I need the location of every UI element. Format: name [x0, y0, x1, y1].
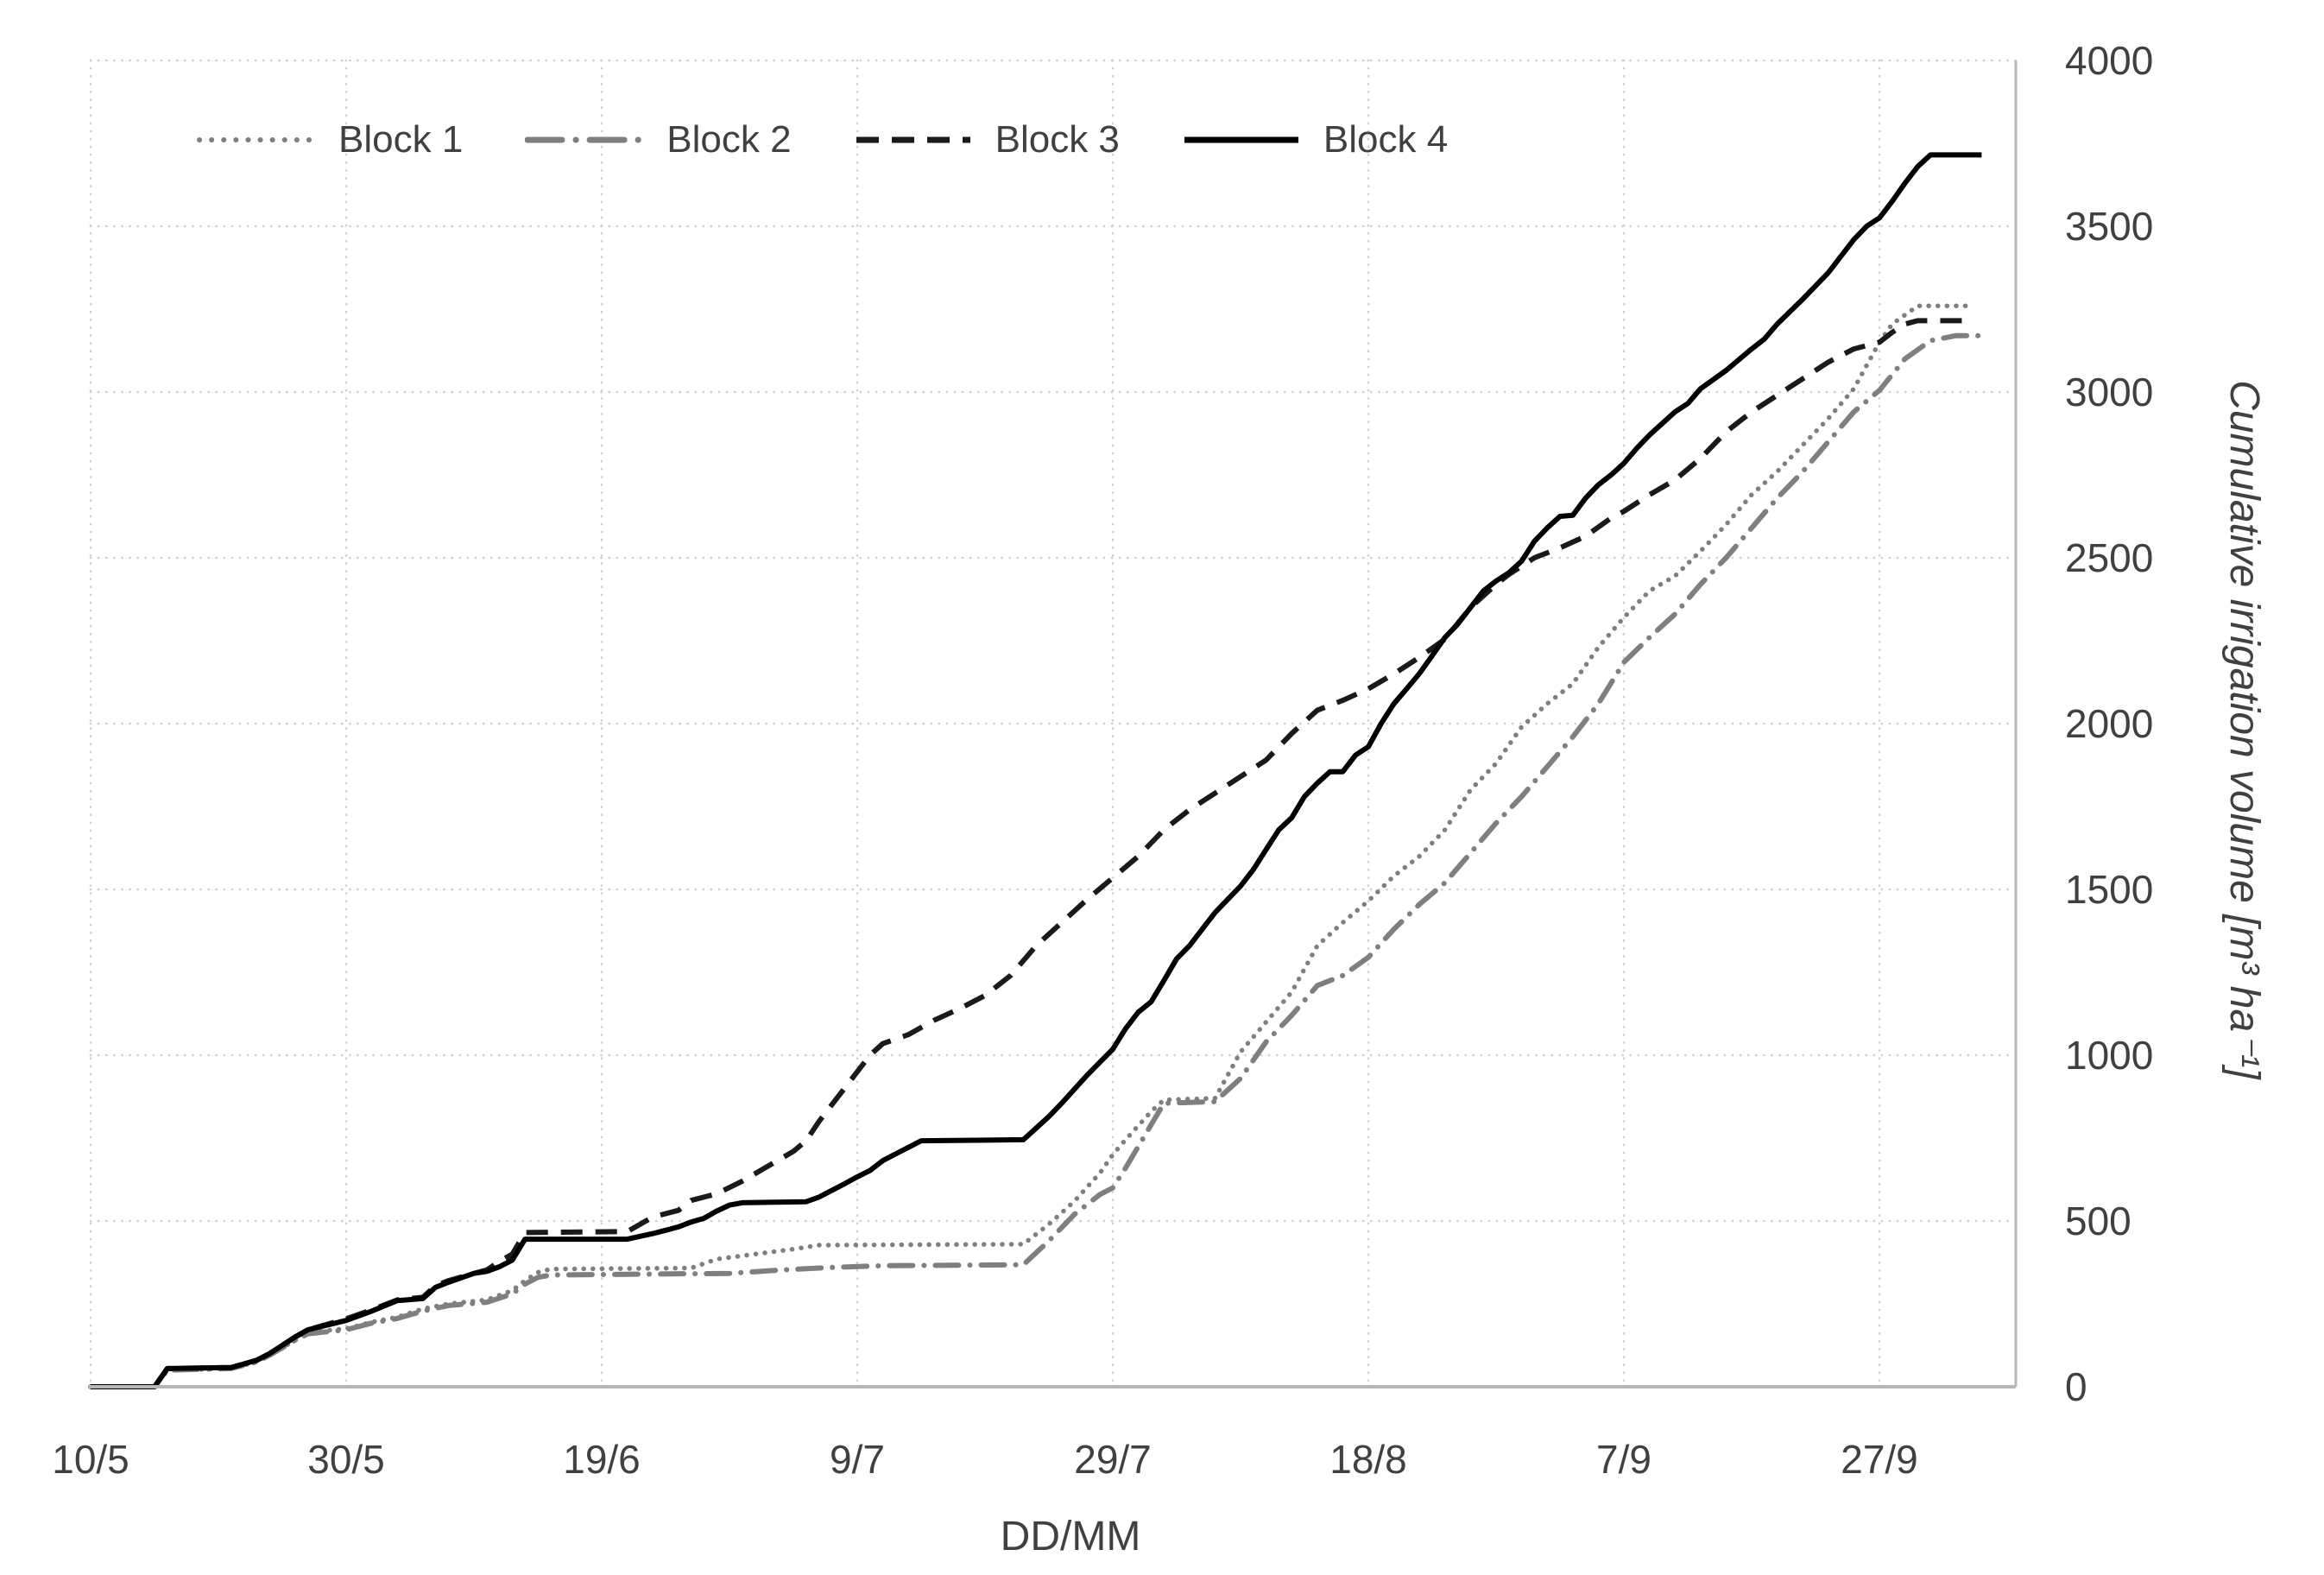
series-line-block-2 [88, 332, 1985, 1389]
x-tick-label: 18/8 [1329, 1437, 1407, 1482]
legend-line-sample-icon [197, 137, 316, 142]
series-line-block-4 [91, 152, 1982, 1389]
legend-line-sample-icon [1184, 136, 1298, 143]
y-tick-label: 2000 [2065, 701, 2153, 746]
series-line-block-3 [91, 318, 1969, 1389]
y-tick-label: 3500 [2065, 204, 2153, 249]
x-tick-label: 27/9 [1841, 1437, 1918, 1482]
legend-item-block-1: Block 1 [197, 121, 463, 159]
y-axis-title: Cumulative irrigation volume [m³ ha⁻¹] [2221, 380, 2267, 1079]
legend-line-sample-icon [856, 136, 970, 143]
y-tick-label: 3000 [2065, 370, 2153, 414]
x-tick-label: 30/5 [307, 1437, 385, 1482]
y-tick-label: 500 [2065, 1199, 2131, 1243]
legend-item-block-4: Block 4 [1182, 121, 1448, 159]
x-tick-label: 19/6 [563, 1437, 641, 1482]
y-tick-label: 2500 [2065, 535, 2153, 580]
legend-label: Block 1 [338, 118, 464, 161]
legend-label: Block 4 [1323, 118, 1449, 161]
x-tick-label: 9/7 [830, 1437, 885, 1482]
legend-label: Block 3 [995, 118, 1120, 161]
y-tick-label: 0 [2065, 1364, 2087, 1409]
legend-item-block-3: Block 3 [854, 121, 1120, 159]
y-tick-label: 4000 [2065, 38, 2153, 83]
y-tick-label: 1500 [2065, 867, 2153, 912]
x-tick-label: 10/5 [52, 1437, 129, 1482]
legend-line-sample-icon [525, 136, 645, 143]
legend-label: Block 2 [666, 118, 792, 161]
chart-legend: Block 1 Block 2 Block 3 Block 4 [197, 121, 1448, 159]
legend-item-block-2: Block 2 [525, 118, 792, 161]
x-tick-label: 29/7 [1074, 1437, 1152, 1482]
y-tick-label: 1000 [2065, 1033, 2153, 1078]
x-axis-title: DD/MM [1000, 1514, 1141, 1559]
x-tick-label: 7/9 [1596, 1437, 1651, 1482]
